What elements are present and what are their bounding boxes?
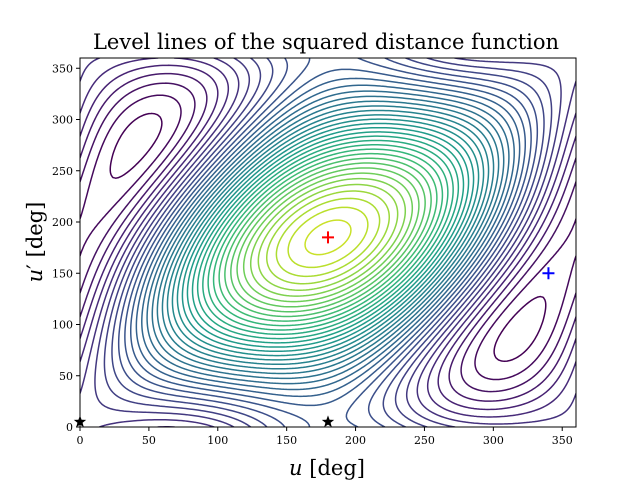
x-tick-label: 50: [142, 434, 156, 447]
contour-level: [80, 94, 576, 381]
contour-level: [186, 126, 470, 348]
x-axis-variable: u: [289, 456, 303, 480]
contour-level: [212, 148, 444, 327]
x-tick-label: 0: [77, 434, 84, 447]
contour-level: [161, 105, 495, 370]
x-tick-label: 250: [414, 434, 435, 447]
contour-level: [151, 95, 505, 380]
contour-level: [124, 58, 532, 427]
contour-level: [218, 152, 438, 322]
contour-level: [111, 58, 545, 427]
contour-level: [166, 109, 490, 366]
contour-level: [266, 190, 390, 285]
contour-level: [94, 58, 562, 427]
y-tick-label: 50: [59, 370, 73, 383]
y-axis-variable: u: [23, 269, 47, 283]
min-marker-a: [321, 415, 335, 428]
max-marker: [322, 231, 334, 244]
y-tick-label: 300: [52, 114, 73, 127]
y-tick-label: 250: [52, 165, 73, 178]
contour-level: [202, 139, 454, 336]
contour-level: [80, 72, 576, 402]
y-axis-label: u′ [deg]: [23, 202, 47, 283]
contour-level: [103, 58, 553, 427]
contour-level: [135, 77, 521, 398]
contour-level: [287, 206, 369, 269]
y-axis-unit: [deg]: [23, 202, 47, 258]
chart-title: Level lines of the squared distance func…: [93, 30, 559, 54]
contour-level: [236, 167, 420, 308]
contour-level: [117, 58, 539, 427]
plot-frame: [79, 57, 577, 428]
y-tick-label: 0: [66, 421, 73, 434]
contour-level: [181, 122, 475, 353]
x-tick-label: 100: [207, 434, 228, 447]
contour-level: [196, 135, 460, 340]
y-tick-label: 350: [52, 62, 73, 75]
contour-level: [171, 114, 485, 361]
contour-level: [207, 144, 449, 331]
contour-level: [230, 162, 426, 313]
contour-level: [257, 183, 399, 291]
contour-level: [249, 177, 407, 297]
y-axis-prime: ′: [23, 264, 47, 269]
x-tick-label: 200: [345, 434, 366, 447]
saddle-marker: [542, 267, 555, 280]
contour-level: [141, 84, 515, 391]
contour-level: [156, 100, 500, 375]
x-tick-label: 300: [483, 434, 504, 447]
x-axis-ticks: 0 50 100 150 200 250 300 350: [77, 427, 573, 447]
contour-level: [80, 82, 576, 393]
contour-level: [191, 131, 465, 344]
x-tick-label: 350: [552, 434, 573, 447]
y-axis-ticks: 0 50 100 150 200 250 300 350: [52, 62, 80, 434]
contour-level: [242, 172, 414, 303]
contour-level: [109, 112, 547, 363]
x-tick-label: 150: [276, 434, 297, 447]
contour-level: [304, 219, 352, 256]
contour-level: [146, 90, 510, 385]
y-tick-label: 200: [52, 216, 73, 229]
contour-level: [224, 157, 432, 318]
x-axis-label: u [deg]: [289, 456, 365, 480]
contour-lines: [80, 58, 576, 427]
contour-level: [80, 64, 576, 411]
y-tick-label: 150: [52, 267, 73, 280]
contour-level: [176, 118, 480, 357]
y-tick-label: 100: [52, 319, 73, 332]
contour-level: [275, 197, 381, 278]
contour-level: [129, 68, 527, 407]
x-axis-unit: [deg]: [309, 456, 365, 480]
